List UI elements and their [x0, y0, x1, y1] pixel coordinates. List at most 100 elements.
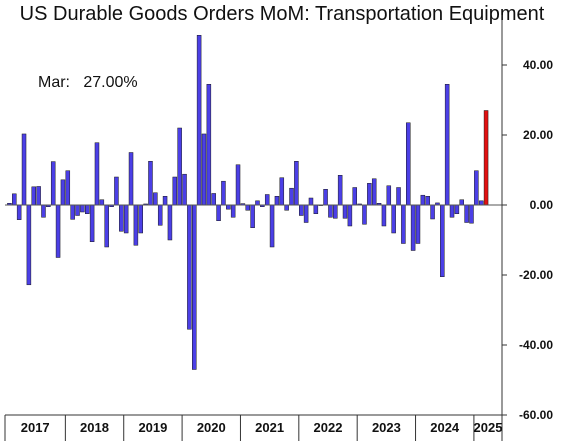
bar [80, 204, 85, 213]
bar [328, 204, 333, 218]
bar [342, 204, 348, 219]
year-label: 2022 [314, 420, 343, 435]
bar [464, 204, 469, 223]
bar [381, 204, 387, 227]
bar [148, 161, 153, 206]
bar [444, 84, 450, 206]
bar [279, 177, 285, 206]
bar [70, 204, 75, 220]
bar [459, 199, 465, 206]
bar [391, 204, 396, 234]
bar [226, 204, 231, 210]
bar [449, 204, 455, 218]
bar [206, 84, 212, 206]
bar [284, 204, 289, 211]
annotation-label: Mar: [38, 74, 70, 91]
y-tick-label: -60.00 [519, 408, 553, 422]
bar [89, 204, 95, 242]
bar [362, 204, 367, 225]
axes-group: 40.00 20.00 0.00 -20.00 -40.00 -60.00 2017 2018… [4, 15, 554, 441]
bar [60, 179, 66, 206]
bar [352, 187, 358, 206]
bar [255, 200, 260, 206]
bar [182, 173, 187, 206]
year-label: 2024 [430, 420, 460, 435]
year-label: 2023 [372, 420, 401, 435]
bar [201, 133, 207, 206]
y-tick-label: -20.00 [519, 268, 553, 282]
bar [299, 204, 304, 216]
bar [114, 176, 119, 206]
y-tick-label: 20.00 [523, 128, 553, 142]
bar [75, 204, 80, 216]
year-label: 2017 [21, 420, 50, 435]
bar [469, 204, 474, 224]
bar [157, 204, 163, 226]
bar [294, 161, 299, 206]
y-tick-label: 0.00 [530, 198, 554, 212]
bar [396, 187, 401, 206]
bars-group [7, 35, 489, 370]
bar [474, 170, 479, 206]
bar [478, 200, 484, 206]
bar [386, 185, 392, 206]
bar [94, 142, 100, 206]
bar [274, 196, 280, 206]
bar [65, 170, 71, 206]
bar [187, 204, 192, 330]
latest-value-annotation: Mar: 27.00% [38, 74, 138, 92]
y-tick-label: -40.00 [519, 338, 553, 352]
bar [269, 204, 275, 248]
bar [167, 204, 173, 241]
bar [177, 127, 182, 206]
bar [41, 204, 46, 218]
bar [192, 204, 197, 370]
bar [289, 187, 294, 206]
year-label: 2021 [255, 420, 284, 435]
bar [337, 175, 343, 206]
bar [371, 178, 377, 206]
chart-title: US Durable Goods Orders MoM: Transportat… [19, 3, 545, 25]
bar [367, 183, 372, 206]
year-label: 2020 [197, 420, 226, 435]
bar [216, 204, 221, 221]
bar [308, 197, 314, 206]
bar [250, 204, 255, 228]
bar [454, 204, 460, 214]
bar [245, 204, 250, 211]
year-label: 2019 [138, 420, 167, 435]
bar [415, 204, 421, 244]
bar [323, 189, 328, 206]
bar [12, 193, 17, 206]
bar [313, 204, 319, 214]
bar [420, 194, 426, 206]
bar [133, 204, 139, 246]
bar [162, 196, 168, 206]
bar [99, 199, 105, 206]
bar [21, 133, 27, 206]
bar [303, 204, 309, 223]
bar-latest [483, 110, 489, 206]
bar [128, 152, 134, 206]
bar [36, 186, 41, 206]
bar [230, 204, 236, 218]
bar [425, 196, 430, 206]
y-tick-label: 40.00 [523, 58, 553, 72]
bar [16, 204, 22, 220]
bar [119, 204, 124, 232]
bar [406, 122, 411, 206]
year-label: 2018 [80, 420, 109, 435]
bar [347, 204, 353, 227]
bar [211, 193, 216, 206]
bar [138, 204, 143, 234]
bar [235, 164, 241, 206]
bar [55, 204, 61, 258]
bar [410, 204, 416, 251]
bar [333, 204, 338, 219]
bar [264, 194, 270, 206]
bar [430, 204, 435, 220]
bar [153, 192, 158, 206]
year-label: 2025 [474, 420, 503, 435]
bar [104, 204, 109, 248]
